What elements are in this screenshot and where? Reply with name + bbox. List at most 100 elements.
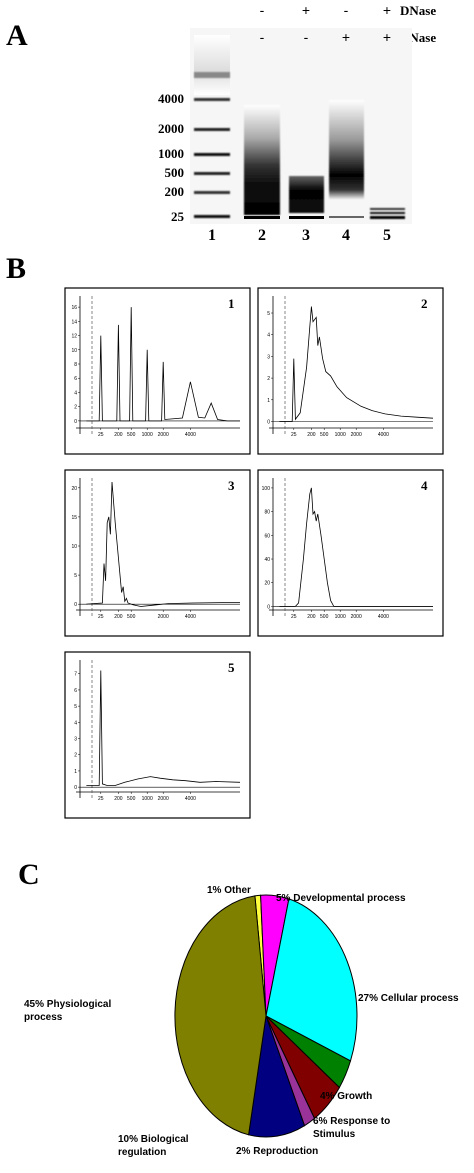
y-tick-label: 1: [74, 769, 77, 775]
y-tick-label: 20: [71, 486, 77, 492]
panel-label: C: [18, 858, 40, 891]
y-tick-label: 0: [74, 602, 77, 608]
trace: [279, 306, 434, 422]
electropherogram: 0 5 10 15 20 25 200 500 2000 4000 3: [64, 469, 251, 637]
plot-number: 1: [228, 296, 235, 311]
pie-label: 10% Biological regulation: [118, 1133, 203, 1159]
y-tick-label: 4: [74, 720, 77, 726]
dnase-sign: -: [344, 2, 349, 18]
pie-category: Growth: [337, 1091, 373, 1102]
pie-slice: [265, 898, 358, 1062]
dnase-sign: -: [260, 2, 265, 18]
y-tick-label: 1: [267, 398, 270, 404]
y-tick-label: 2: [74, 405, 77, 411]
y-tick-label: 20: [264, 581, 270, 587]
lane-band: [329, 216, 364, 218]
pie-category: Cellular process: [380, 993, 459, 1004]
plot-number: 4: [421, 478, 428, 493]
rnase-sign: +: [383, 29, 391, 45]
x-tick-label: 1000: [142, 432, 153, 438]
y-tick-label: 2: [74, 753, 77, 759]
pie-category: Developmental process: [293, 893, 406, 904]
trace: [86, 670, 241, 786]
pie-value-label: 10%: [118, 1134, 139, 1145]
rnase-sign: -: [304, 29, 309, 45]
y-tick-label: 80: [264, 510, 270, 516]
y-tick-label: 6: [74, 688, 77, 694]
y-tick-label: 40: [264, 557, 270, 563]
lane: [289, 176, 324, 213]
y-tick-label: 16: [71, 305, 77, 311]
pie-category: Physiological process: [24, 999, 112, 1023]
lane-number: 2: [258, 227, 266, 244]
x-tick-label: 25: [98, 796, 104, 802]
x-tick-label: 2000: [158, 614, 169, 620]
y-tick-label: 10: [71, 544, 77, 550]
y-tick-label: 15: [71, 515, 77, 521]
y-tick-label: 100: [262, 486, 271, 492]
panel-label: B: [6, 252, 26, 285]
x-tick-label: 500: [320, 432, 329, 438]
ladder-label: 25: [171, 209, 185, 224]
pie-category: Other: [224, 885, 251, 896]
y-tick-label: 0: [267, 419, 270, 425]
x-tick-label: 1000: [142, 796, 153, 802]
pie-label: 6% Response to Stimulus: [313, 1115, 408, 1141]
x-tick-label: 500: [127, 796, 136, 802]
y-tick-label: 6: [74, 376, 77, 382]
x-tick-label: 25: [98, 432, 104, 438]
y-tick-label: 2: [267, 376, 270, 382]
trace: [279, 487, 433, 607]
row-label: DNase: [400, 3, 436, 18]
pie-value-label: 2%: [236, 1146, 251, 1157]
y-tick-label: 3: [267, 354, 270, 360]
y-tick-label: 60: [264, 533, 270, 539]
lane-number: 1: [208, 227, 216, 244]
y-tick-label: 5: [74, 704, 77, 710]
x-tick-label: 1000: [335, 432, 346, 438]
x-tick-label: 2000: [351, 432, 362, 438]
x-tick-label: 2000: [158, 796, 169, 802]
x-tick-label: 25: [291, 432, 297, 438]
pie-slice: [174, 895, 267, 1136]
pie-category: Biological regulation: [118, 1134, 189, 1158]
x-tick-label: 200: [307, 432, 316, 438]
x-tick-label: 4000: [185, 614, 196, 620]
panel-label: A: [6, 19, 28, 52]
dnase-sign: +: [302, 2, 310, 18]
y-tick-label: 0: [267, 604, 270, 610]
ladder-label: 200: [165, 184, 185, 199]
ladder-label: 1000: [158, 146, 184, 161]
pie-value-label: 45%: [24, 999, 45, 1010]
y-tick-label: 0: [74, 785, 77, 791]
pie-label: 2% Reproduction: [236, 1145, 346, 1158]
rnase-sign: -: [260, 29, 265, 45]
y-tick-label: 5: [74, 573, 77, 579]
plot-frame: [64, 287, 251, 455]
gel: [190, 28, 412, 224]
pie-value-label: 27%: [358, 993, 379, 1004]
ladder-label: 4000: [158, 91, 184, 106]
x-tick-label: 200: [114, 796, 123, 802]
lane: [329, 100, 364, 200]
x-tick-label: 500: [127, 432, 136, 438]
x-tick-label: 2000: [351, 614, 362, 620]
pie-value-label: 6%: [313, 1116, 328, 1127]
x-tick-label: 4000: [185, 432, 196, 438]
y-tick-label: 12: [71, 334, 77, 340]
x-tick-label: 25: [291, 614, 297, 620]
lane-number: 5: [383, 227, 391, 244]
y-tick-label: 0: [74, 419, 77, 425]
plot-frame: [64, 651, 251, 819]
x-tick-label: 200: [114, 614, 123, 620]
trace: [86, 481, 241, 607]
y-tick-label: 14: [71, 319, 77, 325]
plot-number: 5: [228, 660, 235, 675]
x-tick-label: 4000: [378, 432, 389, 438]
electropherogram: 0 1 2 3 4 5 25 200 500 1000 2000 4000 2: [257, 287, 444, 455]
pie-slice: [248, 1015, 306, 1138]
x-tick-label: 200: [307, 614, 316, 620]
pie-value-label: 1%: [207, 885, 222, 896]
pie-value-label: 5%: [276, 893, 291, 904]
lane-band: [244, 216, 280, 219]
